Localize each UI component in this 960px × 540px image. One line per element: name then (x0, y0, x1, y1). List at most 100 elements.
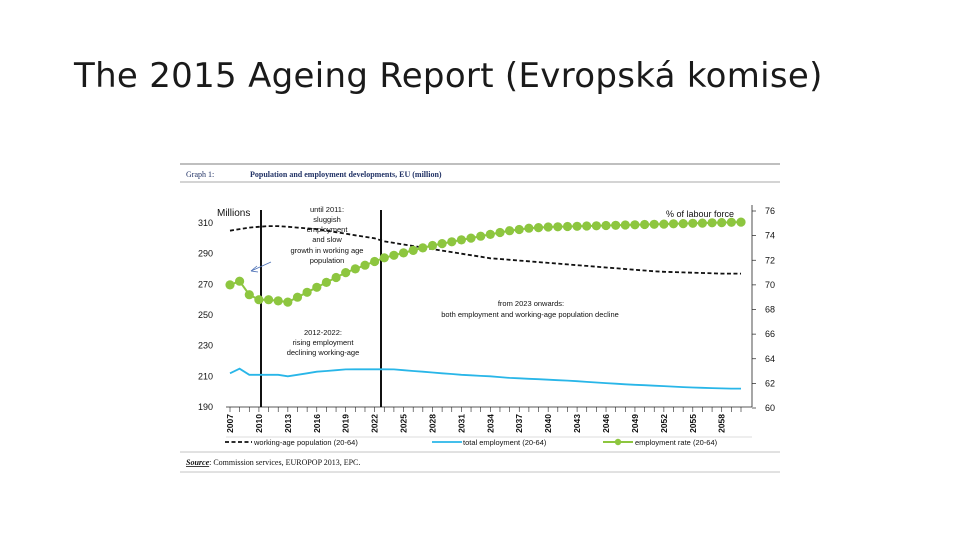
data-point-employment-rate (379, 253, 389, 263)
series-line-total-employment (229, 367, 741, 390)
graph-number: Graph 1: (186, 170, 214, 179)
data-point-employment-rate (601, 220, 611, 231)
y-right-tick-label: 60 (765, 403, 775, 413)
annotation-line: from 2023 onwards: (498, 299, 564, 308)
data-point-employment-rate (254, 295, 264, 305)
annotation-line: employment (307, 225, 349, 234)
source-text: : Commission services, EUROPOP 2013, EPC… (209, 458, 360, 467)
y-right-tick-label: 68 (765, 305, 775, 315)
data-point-employment-rate (640, 219, 650, 230)
y-left-tick-label: 250 (198, 310, 213, 320)
data-point-employment-rate (418, 243, 428, 253)
legend-label-rate: employment rate (20-64) (635, 438, 718, 447)
data-point-employment-rate (630, 220, 640, 230)
graph-title: Population and employment developments, … (250, 170, 442, 179)
legend-marker-rate (614, 438, 622, 446)
x-tick-label: 2031 (456, 414, 466, 433)
y-right-tick-label: 70 (765, 280, 775, 290)
y-left-tick-label: 270 (198, 279, 213, 289)
data-point-employment-rate (235, 276, 245, 286)
data-point-employment-rate (524, 223, 534, 233)
y-left-tick-label: 210 (198, 371, 213, 381)
x-tick-label: 2034 (485, 414, 495, 433)
source-note: Source: Commission services, EUROPOP 201… (186, 458, 360, 467)
data-point-employment-rate (273, 296, 283, 306)
data-point-employment-rate (466, 233, 476, 243)
data-point-employment-rate (244, 290, 254, 300)
annotation-arrow (250, 261, 272, 272)
annotation-2012-2022: 2012-2022: rising employment declining w… (287, 328, 360, 357)
y-left-tick-label: 230 (198, 341, 213, 351)
data-point-employment-rate (408, 245, 418, 255)
x-tick-label: 2007 (225, 414, 235, 433)
annotation-arrow-head (250, 265, 259, 273)
data-point-employment-rate (321, 277, 331, 287)
data-point-employment-rate (726, 217, 737, 227)
x-tick-label: 2037 (514, 414, 524, 433)
y-right-tick-label: 62 (765, 378, 775, 388)
x-tick-label: 2010 (254, 414, 264, 433)
annotation-line: declining working-age (287, 348, 360, 357)
y-left-label: Millions (217, 208, 250, 219)
x-tick-label: 2016 (312, 414, 322, 433)
y-left-tick-label: 310 (198, 218, 213, 228)
data-point-employment-rate (485, 229, 495, 239)
data-point-employment-rate (283, 297, 293, 307)
y-right-label: % of labour force (666, 209, 734, 219)
y-right-tick-label: 64 (765, 354, 775, 364)
slide-title: The 2015 Ageing Report (Evropská komise) (74, 56, 823, 96)
data-point-employment-rate (678, 219, 688, 229)
y-right-tick-label: 72 (765, 255, 775, 265)
x-tick-label: 2052 (659, 414, 669, 433)
x-tick-label: 2019 (341, 414, 351, 433)
annotation-line: both employment and working-age populati… (441, 310, 619, 319)
annotation-line: population (310, 256, 345, 265)
data-point-employment-rate (533, 223, 544, 233)
y-left-tick-label: 290 (198, 249, 213, 259)
data-point-employment-rate (389, 250, 399, 260)
data-point-employment-rate (717, 218, 727, 228)
data-point-employment-rate (591, 221, 602, 231)
x-tick-label: 2049 (630, 414, 640, 433)
data-point-employment-rate (620, 220, 630, 230)
data-point-employment-rate (736, 217, 746, 227)
data-point-employment-rate (360, 260, 370, 270)
annotation-line: sluggish (313, 215, 341, 224)
data-point-employment-rate (456, 235, 466, 245)
x-tick-label: 2055 (688, 414, 698, 433)
data-point-employment-rate (611, 220, 621, 230)
data-point-employment-rate (697, 218, 708, 228)
x-tick-label: 2040 (543, 414, 553, 433)
annotation-line: growth in working age (291, 246, 364, 255)
x-tick-label: 2022 (370, 414, 380, 433)
series-line-working-age-population (229, 225, 741, 275)
annotation-until-2011: until 2011: sluggish employment and slow… (291, 205, 364, 265)
data-point-employment-rate (659, 219, 669, 229)
data-point-employment-rate (495, 227, 505, 238)
data-point-employment-rate (572, 221, 582, 231)
data-point-employment-rate (350, 264, 360, 274)
data-point-employment-rate (341, 268, 351, 278)
x-tick-label: 2028 (427, 414, 437, 433)
annotation-line: and slow (312, 235, 342, 244)
legend-label-employment: total employment (20-64) (463, 438, 547, 447)
data-point-employment-rate (331, 272, 341, 283)
annotation-line: until 2011: (310, 205, 344, 214)
data-point-employment-rate (688, 218, 698, 228)
data-point-employment-rate (505, 226, 515, 236)
y-right-tick-label: 76 (765, 206, 775, 216)
data-point-employment-rate (707, 218, 717, 228)
annotation-from-2023: from 2023 onwards: both employment and w… (441, 299, 619, 319)
x-tick-label: 2025 (399, 414, 409, 433)
annotation-line: rising employment (293, 338, 355, 347)
source-label: Source (186, 458, 210, 467)
data-point-employment-rate (370, 256, 380, 267)
data-point-employment-rate (225, 280, 235, 290)
x-tick-label: 2058 (717, 414, 727, 433)
y-right-tick-label: 74 (765, 231, 775, 241)
data-point-employment-rate (543, 222, 553, 232)
legend: working-age population (20-64) total emp… (225, 438, 718, 447)
data-point-employment-rate (427, 240, 438, 251)
data-point-employment-rate (437, 239, 447, 249)
